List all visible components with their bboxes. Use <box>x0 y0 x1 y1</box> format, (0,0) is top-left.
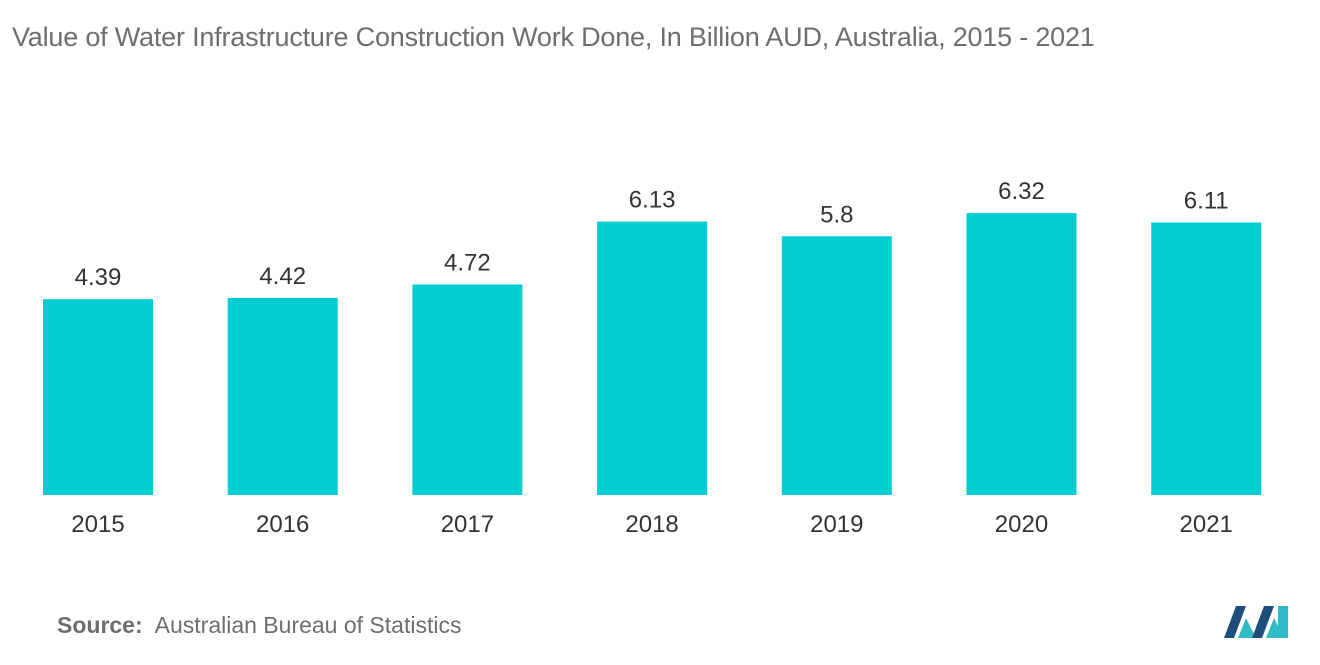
x-tick-label-2019: 2019 <box>810 511 863 538</box>
source-label: Source: <box>57 612 143 638</box>
chart-title: Value of Water Infrastructure Constructi… <box>12 22 1095 52</box>
source-text: Australian Bureau of Statistics <box>154 612 462 638</box>
x-tick-label-2017: 2017 <box>441 511 494 538</box>
x-axis-tick-labels: 2015 2016 2017 2018 2019 2020 2021 <box>71 511 1233 538</box>
x-tick-label-2021: 2021 <box>1180 511 1233 538</box>
value-label-2019: 5.8 <box>820 201 853 228</box>
bar-2016 <box>227 297 338 495</box>
bar-2017 <box>412 284 523 495</box>
value-label-2017: 4.72 <box>444 250 491 277</box>
bars-layer <box>43 213 1262 496</box>
value-label-2020: 6.32 <box>998 178 1045 205</box>
brand-logo-icon <box>1224 606 1288 638</box>
bar-2020 <box>966 213 1077 495</box>
bar-chart: 4.39 4.42 4.72 6.13 5.8 6.32 6.11 2015 2016 2017… <box>43 178 1262 538</box>
value-label-2018: 6.13 <box>629 187 676 214</box>
bar-2019 <box>781 236 892 496</box>
x-tick-label-2018: 2018 <box>625 511 678 538</box>
bar-2021 <box>1151 222 1262 495</box>
bar-2015 <box>43 299 153 495</box>
bar-2018 <box>597 221 708 495</box>
x-tick-label-2016: 2016 <box>256 511 309 538</box>
source-note: Source: Australian Bureau of Statistics <box>57 612 461 639</box>
value-label-2015: 4.39 <box>75 264 122 291</box>
value-label-2021: 6.11 <box>1184 188 1229 215</box>
x-tick-label-2015: 2015 <box>71 511 124 538</box>
value-labels-layer: 4.39 4.42 4.72 6.13 5.8 6.32 6.11 <box>75 178 1229 291</box>
value-label-2016: 4.42 <box>259 263 306 290</box>
x-tick-label-2020: 2020 <box>995 511 1048 538</box>
